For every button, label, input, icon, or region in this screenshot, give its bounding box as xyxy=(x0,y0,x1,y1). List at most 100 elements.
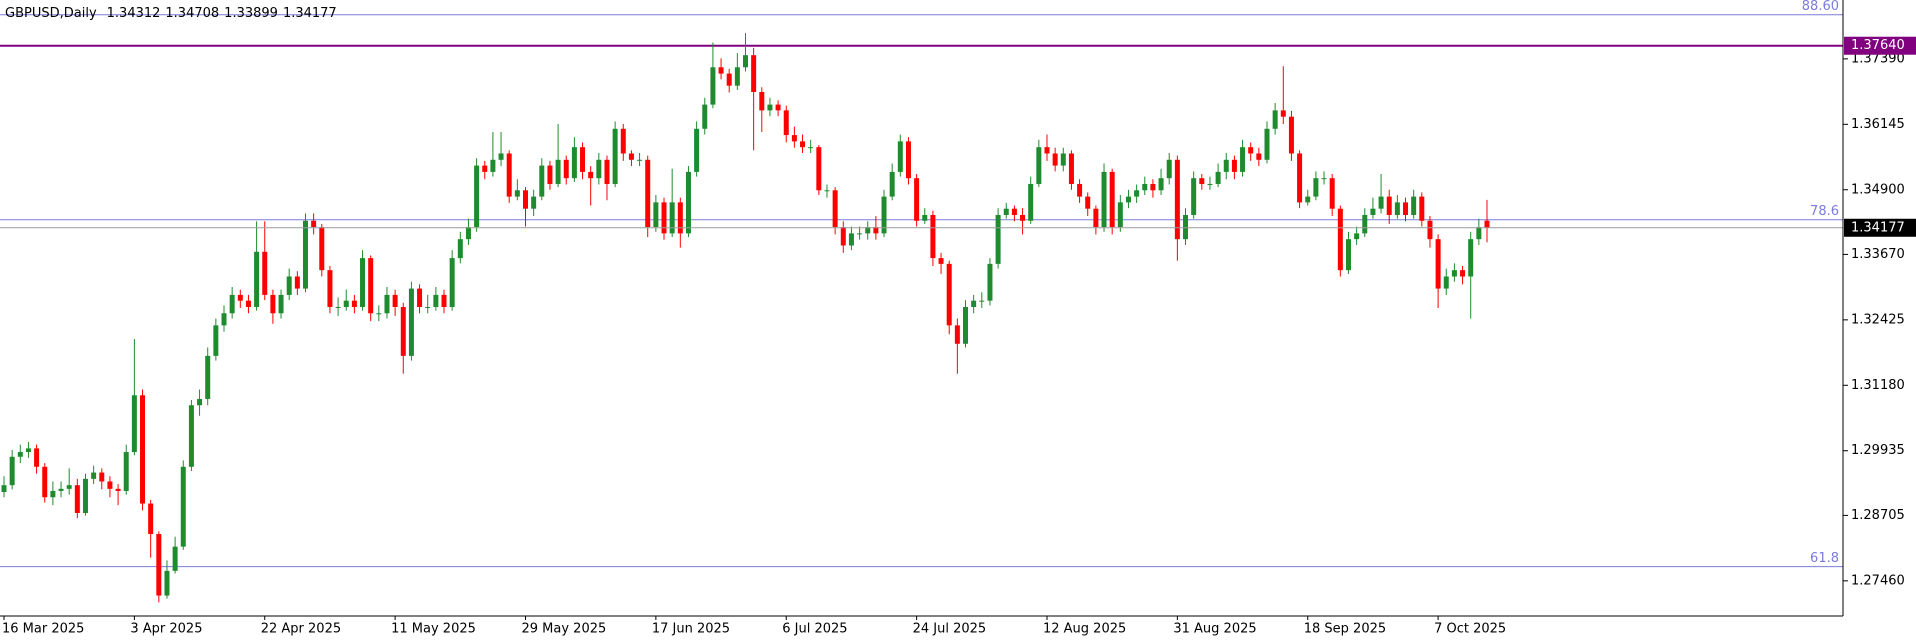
x-tick-label: 17 Jun 2025 xyxy=(652,622,730,637)
candle-body xyxy=(9,456,15,486)
candle-body xyxy=(408,288,414,356)
candle-body xyxy=(213,325,219,356)
candle-body xyxy=(726,73,732,86)
symbol: GBPUSD,Daily xyxy=(5,6,97,21)
candle-body xyxy=(653,202,659,228)
candle-body xyxy=(34,448,40,467)
candle-body xyxy=(612,128,618,184)
candle-body xyxy=(767,104,773,111)
candle-body xyxy=(873,227,879,234)
candle-body xyxy=(995,214,1001,264)
x-tick-label: 6 Jul 2025 xyxy=(782,622,847,637)
candle-body xyxy=(474,165,480,228)
candle-body xyxy=(1329,178,1335,209)
candle-body xyxy=(1044,147,1050,154)
candle-body xyxy=(457,239,463,259)
candle-body xyxy=(1370,208,1376,215)
marked-level-label: 1.37640 xyxy=(1851,38,1905,53)
candle-body xyxy=(91,472,97,479)
candle-body xyxy=(115,488,121,491)
candle-body xyxy=(1150,183,1156,191)
marked-level-box xyxy=(1844,36,1916,55)
candle-body xyxy=(465,227,471,240)
candle-body xyxy=(1297,153,1303,203)
candle-body xyxy=(245,300,251,307)
high: 1.34708 xyxy=(165,6,219,21)
candle-body xyxy=(816,147,822,191)
candle-body xyxy=(783,110,789,136)
candle-body xyxy=(156,534,162,596)
y-tick-label: 1.33670 xyxy=(1851,247,1905,262)
y-tick-label: 1.31180 xyxy=(1851,378,1905,393)
x-tick-label: 24 Jul 2025 xyxy=(913,622,987,637)
candle-body xyxy=(759,91,765,111)
candle-body xyxy=(327,270,333,307)
candle-body xyxy=(1435,239,1441,289)
candle-body xyxy=(685,171,691,234)
x-tick-label: 22 Apr 2025 xyxy=(261,622,341,637)
x-tick-label: 31 Aug 2025 xyxy=(1173,622,1256,637)
candle-body xyxy=(857,233,863,235)
candle-body xyxy=(1451,270,1457,277)
y-tick-label: 1.27460 xyxy=(1851,573,1905,588)
candle-body xyxy=(343,300,349,307)
candle-body xyxy=(311,220,317,228)
candle-body xyxy=(1068,153,1074,184)
fib-label: 61.8 xyxy=(1810,551,1839,566)
candle-body xyxy=(1427,220,1433,240)
candle-body xyxy=(262,251,268,295)
candle-body xyxy=(1036,147,1042,184)
candle-body xyxy=(881,196,887,234)
candle-body xyxy=(751,55,757,92)
candle-body xyxy=(1476,227,1482,240)
candle-body xyxy=(1386,196,1392,215)
y-tick-label: 1.36145 xyxy=(1851,117,1905,132)
candle-body xyxy=(417,288,423,307)
candle-body xyxy=(1183,214,1189,240)
candle-body xyxy=(107,481,113,489)
candle-body xyxy=(669,202,675,234)
candle-body xyxy=(17,452,23,457)
candle-body xyxy=(824,190,830,192)
candle-body xyxy=(229,294,235,314)
x-tick-label: 12 Aug 2025 xyxy=(1043,622,1126,637)
candle-body xyxy=(914,178,920,221)
candle-body xyxy=(25,448,31,453)
candle-body xyxy=(1158,178,1164,191)
candle-body xyxy=(392,294,398,307)
candle-body xyxy=(1240,147,1246,172)
candle-body xyxy=(718,67,724,74)
candle-body xyxy=(1484,220,1490,228)
candle-body xyxy=(580,147,586,172)
candle-body xyxy=(286,276,292,295)
candle-body xyxy=(645,159,651,228)
y-tick-label: 1.34900 xyxy=(1851,182,1905,197)
candle-body xyxy=(58,488,64,491)
candle-body xyxy=(987,263,993,301)
candle-body xyxy=(490,159,496,172)
candle-body xyxy=(743,55,748,68)
candle-body xyxy=(335,306,341,308)
candle-body xyxy=(164,570,170,596)
candle-body xyxy=(563,159,569,179)
x-tick-label: 29 May 2025 xyxy=(521,622,606,637)
chart-header: GBPUSD,Daily 1.34312 1.34708 1.33899 1.34177 xyxy=(5,6,337,21)
candle-body xyxy=(99,472,105,482)
candle-body xyxy=(889,171,895,197)
candle-body xyxy=(319,227,325,271)
candle-body xyxy=(1174,159,1180,240)
candle-body xyxy=(140,395,146,504)
candle-body xyxy=(433,294,439,307)
candle-body xyxy=(425,306,431,308)
candle-body xyxy=(1345,239,1351,271)
candle-body xyxy=(1280,110,1286,117)
candle-body xyxy=(800,141,806,148)
x-tick-label: 3 Apr 2025 xyxy=(130,622,202,637)
candle-body xyxy=(547,165,553,184)
candle-body xyxy=(1248,147,1254,154)
candle-body xyxy=(1256,153,1262,160)
candle-body xyxy=(66,485,72,489)
candle-body xyxy=(1231,159,1237,172)
candle-body xyxy=(400,306,406,356)
candle-body xyxy=(180,466,186,547)
